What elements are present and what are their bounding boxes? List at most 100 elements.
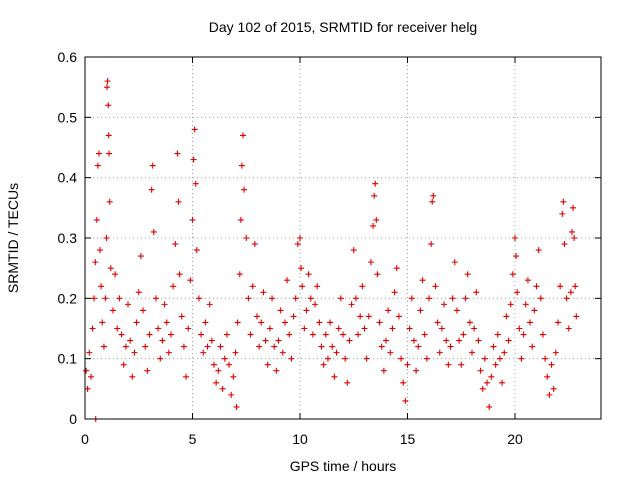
data-point <box>309 331 316 338</box>
data-point <box>443 337 450 344</box>
data-point <box>415 343 422 350</box>
data-point <box>505 337 512 344</box>
data-point <box>281 319 288 326</box>
data-point <box>148 186 155 193</box>
data-point <box>406 325 413 332</box>
data-point <box>544 373 551 380</box>
data-point <box>417 307 424 314</box>
data-point <box>107 265 114 272</box>
data-point <box>563 295 570 302</box>
data-point <box>83 367 90 374</box>
data-point <box>456 337 463 344</box>
data-point <box>86 349 93 356</box>
data-point <box>531 307 538 314</box>
data-point <box>202 319 209 326</box>
data-point <box>514 289 521 296</box>
data-point <box>249 283 256 290</box>
data-point <box>258 319 265 326</box>
data-point <box>342 355 349 362</box>
data-point <box>477 367 484 374</box>
data-point <box>234 319 241 326</box>
data-point <box>192 180 199 187</box>
data-point <box>120 361 127 368</box>
data-point <box>383 337 389 344</box>
data-point <box>512 235 518 241</box>
data-point <box>494 331 501 338</box>
data-point <box>260 289 267 296</box>
data-point <box>475 337 482 344</box>
data-point <box>350 247 357 254</box>
data-point <box>346 337 353 344</box>
data-point <box>434 319 441 326</box>
data-point <box>359 283 366 290</box>
data-point <box>398 355 405 362</box>
data-point <box>135 289 142 296</box>
data-point <box>94 162 101 169</box>
data-point <box>385 307 392 314</box>
data-point <box>170 283 177 290</box>
data-point <box>513 253 520 260</box>
data-point <box>391 289 398 296</box>
data-point <box>371 192 378 199</box>
data-point <box>294 241 301 248</box>
data-point <box>175 198 182 205</box>
data-point <box>159 337 166 344</box>
data-point <box>335 325 342 332</box>
data-point <box>298 265 305 272</box>
data-point <box>479 385 486 392</box>
x-tick-label: 5 <box>189 431 197 447</box>
data-point <box>546 391 553 398</box>
data-point <box>413 367 420 374</box>
data-point <box>232 349 239 356</box>
data-point <box>91 295 98 302</box>
data-point <box>105 132 112 139</box>
data-point <box>217 343 224 350</box>
data-point <box>241 186 248 193</box>
data-point <box>441 301 448 308</box>
data-point <box>496 355 503 362</box>
data-point <box>527 319 534 326</box>
data-point <box>429 198 436 205</box>
data-point <box>387 349 394 356</box>
data-point <box>462 295 469 302</box>
data-point <box>288 355 295 362</box>
data-point <box>344 379 351 386</box>
data-point <box>447 343 454 350</box>
data-point <box>370 222 377 229</box>
data-point <box>501 349 508 356</box>
data-point <box>471 325 478 332</box>
data-point <box>305 271 312 278</box>
data-point <box>378 343 385 350</box>
data-point <box>189 216 196 223</box>
data-point <box>206 301 213 308</box>
data-point <box>226 361 233 368</box>
data-point <box>559 210 566 217</box>
data-point <box>520 331 527 338</box>
data-point <box>492 361 499 368</box>
data-point <box>284 277 291 284</box>
data-point <box>408 295 415 302</box>
data-point <box>357 313 364 320</box>
data-point <box>348 301 355 308</box>
data-point <box>557 283 564 290</box>
data-point <box>161 301 168 308</box>
data-point <box>187 277 194 284</box>
data-point <box>277 307 284 314</box>
data-point <box>565 325 572 332</box>
data-point <box>361 325 368 332</box>
data-point <box>355 331 362 338</box>
data-point <box>144 367 151 374</box>
data-point <box>352 295 359 302</box>
data-point <box>389 325 396 332</box>
data-point <box>168 331 174 338</box>
data-point <box>116 295 123 302</box>
y-tick-label: 0.2 <box>58 290 78 306</box>
data-point <box>573 313 580 320</box>
data-point <box>256 343 263 350</box>
data-point <box>367 259 374 266</box>
data-point <box>103 84 110 91</box>
data-point <box>292 295 299 302</box>
data-point <box>539 331 546 338</box>
data-point <box>430 192 437 199</box>
data-point <box>404 361 411 368</box>
